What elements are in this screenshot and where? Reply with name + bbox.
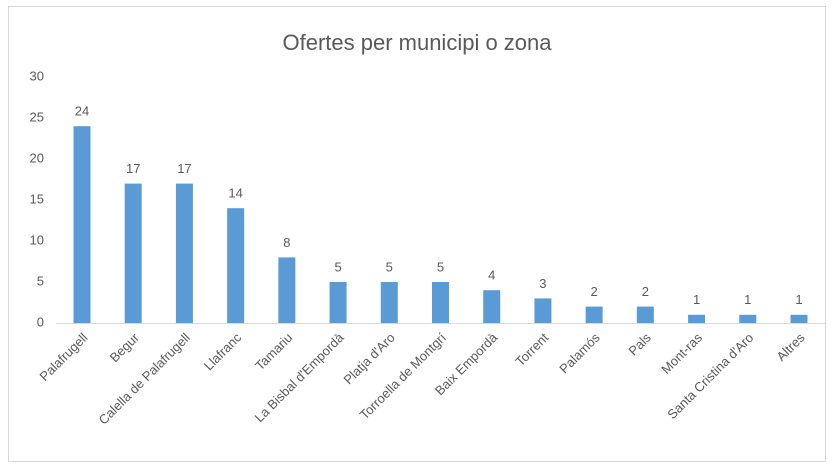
data-label: 2 xyxy=(642,284,649,299)
data-label: 1 xyxy=(693,292,700,307)
bar xyxy=(483,290,501,323)
data-label: 17 xyxy=(177,161,191,176)
bar xyxy=(124,183,142,323)
chart-border xyxy=(8,6,826,462)
chart-title: Ofertes per municipi o zona xyxy=(282,30,552,55)
bar xyxy=(688,314,706,323)
data-label: 8 xyxy=(283,235,290,250)
data-label: 1 xyxy=(795,292,802,307)
bar xyxy=(636,306,654,323)
data-label: 17 xyxy=(126,161,140,176)
bar xyxy=(73,126,91,323)
data-label: 24 xyxy=(75,104,89,119)
bar xyxy=(534,298,552,323)
bar xyxy=(739,314,757,323)
bar xyxy=(432,282,449,323)
y-tick-label: 15 xyxy=(30,191,44,206)
data-label: 14 xyxy=(228,186,242,201)
data-label: 3 xyxy=(539,276,546,291)
y-tick-label: 30 xyxy=(30,68,44,83)
y-tick-label: 25 xyxy=(30,109,44,124)
data-label: 2 xyxy=(591,284,598,299)
data-label: 5 xyxy=(334,259,341,274)
data-label: 5 xyxy=(386,259,393,274)
data-label: 4 xyxy=(488,268,495,283)
bar xyxy=(278,257,296,323)
bar xyxy=(227,208,245,323)
data-label: 5 xyxy=(437,259,444,274)
y-tick-label: 10 xyxy=(30,232,44,247)
bar xyxy=(329,282,347,323)
y-tick-label: 5 xyxy=(37,273,44,288)
bar xyxy=(585,306,603,323)
y-tick-label: 0 xyxy=(37,314,44,329)
bar xyxy=(175,183,193,323)
y-tick-label: 20 xyxy=(30,150,44,165)
bar xyxy=(380,282,398,323)
data-label: 1 xyxy=(744,292,751,307)
bar xyxy=(790,314,808,323)
